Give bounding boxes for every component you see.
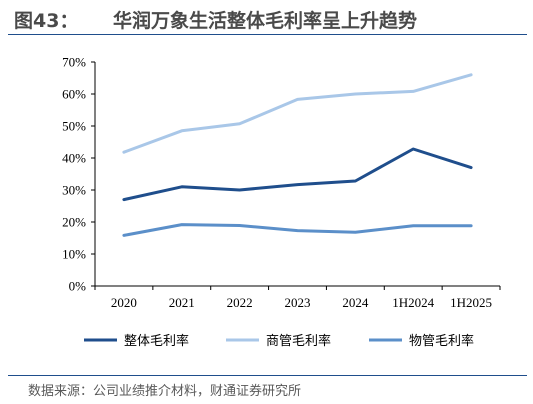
y-tick-label: 60%: [62, 87, 86, 102]
y-tick-label: 10%: [62, 247, 86, 262]
figure-header: 图43： 华润万象生活整体毛利率呈上升趋势: [0, 0, 533, 34]
x-tick-label: 2024: [342, 295, 369, 310]
header-divider: [8, 34, 527, 35]
source-note: 数据来源：公司业绩推介材料，财通证券研究所: [28, 384, 302, 399]
legend-label-1: 整体毛利率: [124, 333, 189, 349]
x-tick-label: 2020: [111, 295, 137, 310]
x-tick-label: 2022: [227, 295, 253, 310]
y-tick-label: 20%: [62, 215, 86, 230]
y-tick-label: 40%: [62, 151, 86, 166]
footer-divider: [8, 375, 527, 376]
y-tick-label: 0%: [69, 279, 87, 294]
series-line-1: [122, 147, 473, 202]
y-axis-ticks: 0% 10% 20% 30% 40% 50% 60% 70%: [62, 55, 95, 294]
y-tick-label: 50%: [62, 119, 86, 134]
x-tick-label: 2021: [169, 295, 195, 310]
y-tick-label: 30%: [62, 183, 86, 198]
x-tick-label: 1H2025: [450, 295, 492, 310]
series-line-2: [122, 73, 473, 154]
chart-legend: 整体毛利率 商管毛利率 物管毛利率: [84, 333, 474, 349]
x-tick-label: 1H2024: [392, 295, 434, 310]
x-axis-ticks: 2020 2021 2022 2023 2024 1H2024 1H2025: [94, 286, 501, 310]
legend-label-3: 物管毛利率: [409, 333, 474, 349]
chart-axes: [94, 62, 500, 287]
legend-label-2: 商管毛利率: [266, 333, 331, 349]
chart-series: [122, 73, 473, 237]
series-line-3: [122, 223, 473, 237]
y-tick-label: 70%: [62, 55, 86, 70]
x-tick-label: 2023: [285, 295, 311, 310]
figure-number: 图43：: [14, 10, 79, 32]
figure-title: 华润万象生活整体毛利率呈上升趋势: [113, 10, 418, 32]
